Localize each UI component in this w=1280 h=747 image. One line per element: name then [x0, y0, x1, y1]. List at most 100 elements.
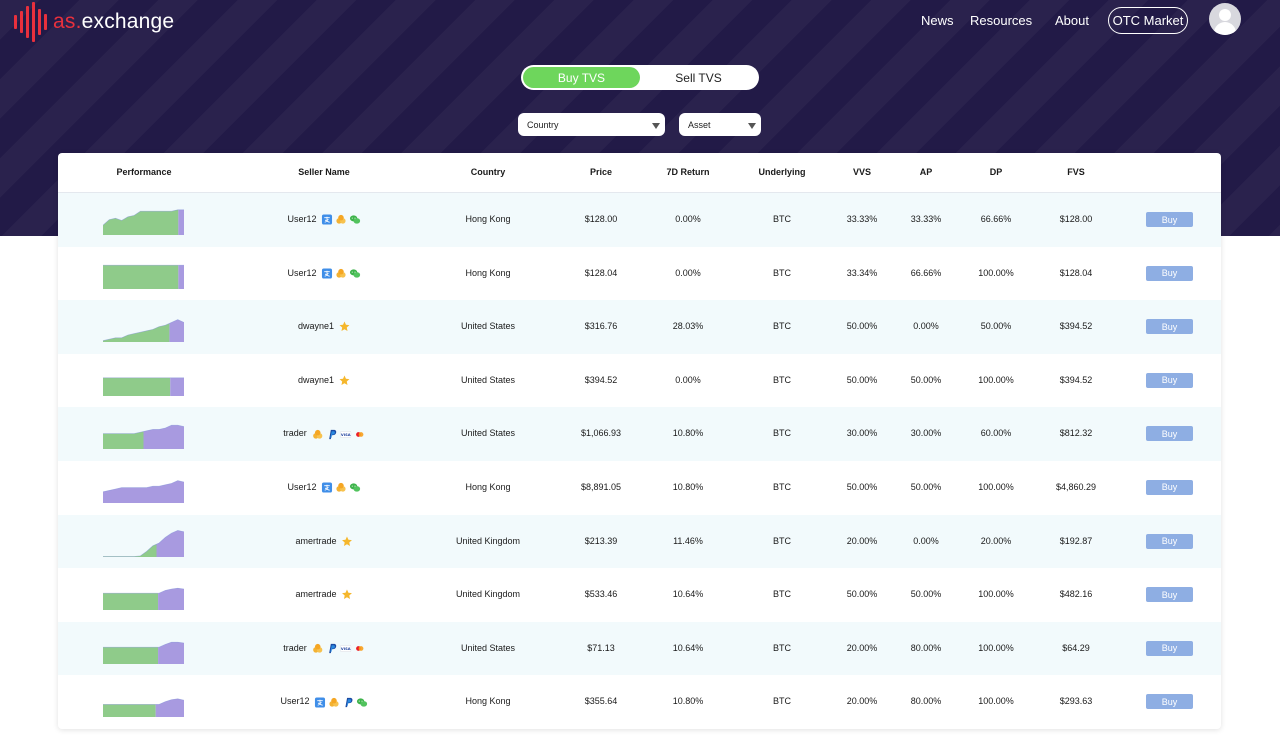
col-underlying[interactable]: Underlying	[758, 167, 806, 177]
coins-icon	[336, 483, 346, 492]
otc-market-button[interactable]: OTC Market	[1108, 7, 1188, 34]
col-price[interactable]: Price	[589, 167, 613, 177]
cell-underlying: BTC	[773, 642, 791, 653]
cell-price: $355.64	[584, 696, 618, 707]
svg-text:VISA: VISA	[340, 647, 350, 651]
table-header: Performance Seller Name Country Price 7D…	[58, 153, 1221, 193]
cell-vvs: 30.00%	[846, 428, 878, 439]
col-seller-name[interactable]: Seller Name	[298, 167, 350, 177]
toggle-sell-tvs[interactable]: Sell TVS	[675, 70, 722, 85]
buy-button[interactable]: Buy	[1146, 587, 1193, 603]
cell-fvs: $482.16	[1059, 589, 1093, 600]
cell-return7d: 11.46%	[673, 535, 703, 546]
col-ap[interactable]: AP	[919, 167, 933, 177]
cell-country: United Kingdom	[455, 535, 521, 546]
table-row[interactable]: trader VISA United States $1,066.93 10.80% BT…	[58, 407, 1221, 461]
avatar[interactable]	[1209, 3, 1241, 35]
cell-ap: 80.00%	[910, 642, 942, 653]
cell-underlying: BTC	[773, 374, 791, 385]
cell-fvs: $394.52	[1059, 374, 1093, 385]
table-row[interactable]: amertrade United Kingdom $533.46 10.64% BTC 5…	[58, 568, 1221, 622]
seller-cell: User12	[280, 675, 368, 729]
col-vvs[interactable]: VVS	[852, 167, 872, 177]
alipay-icon	[321, 482, 333, 493]
col-country[interactable]: Country	[470, 167, 506, 177]
mastercard-icon	[355, 431, 363, 437]
cell-return7d: 10.64%	[672, 642, 704, 653]
table-row[interactable]: User12 Hong Kong $8,891.05 10.80% BTC 50.00% 5…	[58, 461, 1221, 515]
star-icon	[342, 590, 352, 600]
cell-ap: 30.00%	[910, 428, 942, 439]
cell-dp: 100.00%	[978, 589, 1014, 600]
buy-button[interactable]: Buy	[1146, 533, 1193, 549]
cell-ap: 50.00%	[910, 589, 942, 600]
table-row[interactable]: dwayne1 United States $316.76 28.03% BTC 50.0…	[58, 300, 1221, 354]
table-row[interactable]: User12 Hong Kong $128.00 0.00% BTC 33.33% 33.3…	[58, 193, 1221, 247]
buy-button[interactable]: Buy	[1146, 372, 1193, 388]
nav-news[interactable]: News	[921, 13, 954, 28]
chevron-down-icon	[652, 123, 660, 129]
cell-fvs: $64.29	[1062, 642, 1090, 653]
toggle-buy-tvs[interactable]: Buy TVS	[523, 67, 640, 88]
cell-dp: 66.66%	[980, 214, 1012, 224]
cell-underlying: BTC	[773, 321, 791, 332]
coins-icon	[336, 215, 346, 224]
buy-button[interactable]: Buy	[1146, 265, 1193, 281]
col-fvs[interactable]: FVS	[1067, 167, 1085, 177]
seller-cell: amertrade	[295, 568, 352, 622]
cell-vvs: 50.00%	[846, 321, 878, 332]
col-7d-return[interactable]: 7D Return	[666, 167, 710, 177]
table-row[interactable]: User12 Hong Kong $355.64 10.80% BTC 20.00% 80.…	[58, 675, 1221, 729]
col-dp[interactable]: DP	[989, 167, 1003, 177]
mastercard-icon	[355, 646, 363, 651]
cell-fvs: $293.63	[1059, 696, 1093, 707]
seller-name[interactable]: dwayne1	[297, 374, 335, 385]
cell-price: $394.52	[584, 374, 618, 385]
seller-name[interactable]: User12	[287, 267, 317, 278]
performance-sparkline	[103, 480, 184, 503]
table-row[interactable]: trader VISA United States $71.13 10.64% BTC 20…	[58, 621, 1221, 676]
cell-fvs: $394.52	[1059, 321, 1093, 332]
buy-button[interactable]: Buy	[1146, 212, 1193, 227]
cell-country: United States	[460, 374, 516, 385]
buy-button[interactable]: Buy	[1146, 640, 1193, 656]
table-row[interactable]: User12 Hong Kong $128.04 0.00% BTC 33.34% 66.6…	[58, 247, 1221, 301]
paypal-icon	[345, 697, 353, 707]
buy-button[interactable]: Buy	[1146, 426, 1193, 442]
performance-sparkline	[103, 264, 184, 289]
table-row[interactable]: amertrade United Kingdom $213.39 11.46% BTC 2…	[58, 514, 1221, 569]
cell-price: $8,891.05	[580, 481, 622, 492]
svg-text:VISA: VISA	[340, 433, 350, 437]
table-row[interactable]: dwayne1 United States $394.52 0.00% BTC 50.00…	[58, 354, 1221, 408]
seller-cell: User12	[287, 193, 361, 247]
seller-name[interactable]: amertrade	[295, 535, 337, 546]
cell-return7d: 10.80%	[672, 481, 704, 492]
seller-name[interactable]: amertrade	[295, 589, 337, 600]
table-body: User12 Hong Kong $128.00 0.00% BTC 33.33% 33.3…	[58, 193, 1221, 729]
buy-button[interactable]: Buy	[1146, 479, 1193, 495]
seller-name[interactable]: User12	[287, 481, 317, 492]
cell-return7d: 10.80%	[672, 428, 704, 439]
seller-name[interactable]: trader	[283, 428, 307, 439]
nav-about[interactable]: About	[1055, 13, 1089, 28]
buy-button[interactable]: Buy	[1146, 319, 1193, 335]
seller-name[interactable]: User12	[280, 696, 310, 707]
brand-logo[interactable]: as.exchange	[14, 2, 174, 42]
buy-button[interactable]: Buy	[1146, 694, 1193, 710]
cell-return7d: 10.64%	[672, 589, 704, 600]
seller-name[interactable]: dwayne1	[297, 321, 335, 332]
cell-vvs: 33.34%	[846, 267, 878, 278]
cell-underlying: BTC	[773, 535, 791, 546]
cell-underlying: BTC	[773, 267, 791, 278]
col-performance[interactable]: Performance	[116, 167, 172, 177]
cell-dp: 100.00%	[978, 481, 1014, 492]
cell-return7d: 0.00%	[675, 214, 701, 224]
country-select[interactable]: Country	[518, 113, 665, 136]
cell-country: United States	[460, 428, 516, 439]
coins-icon	[312, 643, 322, 653]
cell-country: United States	[460, 321, 516, 332]
asset-select[interactable]: Asset	[679, 113, 761, 136]
seller-name[interactable]: trader	[283, 642, 307, 653]
nav-resources[interactable]: Resources	[970, 13, 1033, 28]
seller-name[interactable]: User12	[287, 214, 317, 224]
